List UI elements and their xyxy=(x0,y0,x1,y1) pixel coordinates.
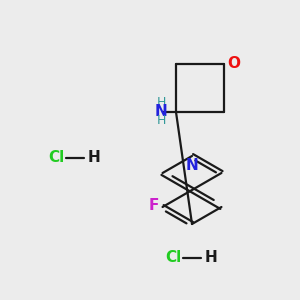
Text: Cl: Cl xyxy=(165,250,181,266)
Text: N: N xyxy=(186,158,198,173)
Text: O: O xyxy=(227,56,240,70)
Text: Cl: Cl xyxy=(48,151,64,166)
Text: F: F xyxy=(148,199,159,214)
Text: H: H xyxy=(88,151,101,166)
Text: H: H xyxy=(156,115,166,128)
Text: H: H xyxy=(205,250,218,266)
Text: H: H xyxy=(156,97,166,110)
Text: N: N xyxy=(154,104,167,119)
